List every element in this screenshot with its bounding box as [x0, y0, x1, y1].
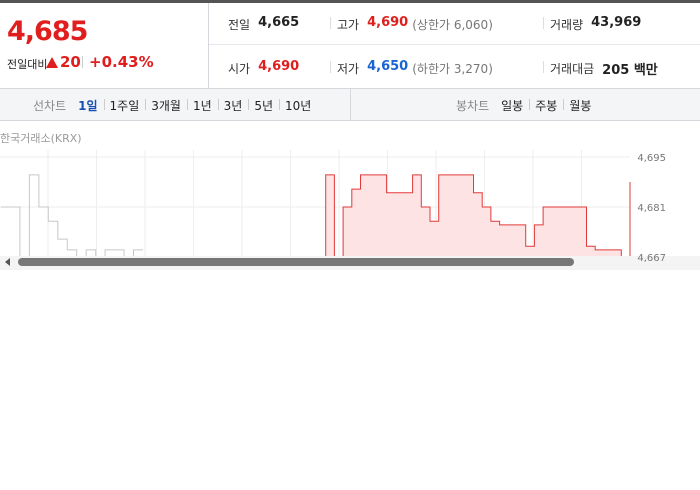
tab[interactable]: 3년	[223, 99, 243, 113]
divider	[208, 3, 209, 88]
stat-label: 거래대금	[550, 62, 595, 76]
stat-value: 4,690	[367, 15, 409, 30]
tab[interactable]: 5년	[254, 99, 274, 113]
divider	[563, 99, 565, 110]
tab-group-label: 선차트	[33, 99, 67, 113]
change-percent: +0.43%	[89, 53, 154, 71]
y-tick-label: 4,681	[637, 203, 666, 214]
divider	[248, 99, 250, 110]
area	[325, 174, 630, 256]
stat-label: 저가	[337, 62, 360, 76]
scroll-left[interactable]	[5, 258, 10, 266]
y-tick-label: 4,695	[637, 153, 666, 164]
tab-group-label: 봉차트	[456, 99, 490, 113]
stat-value: 205 백만	[602, 63, 658, 78]
chart: 4,695 4,681 4,667	[0, 150, 700, 270]
divider	[145, 99, 147, 110]
divider	[330, 61, 331, 73]
stat-value: 4,690	[258, 59, 300, 74]
stat-label: 시가	[228, 62, 251, 76]
tab[interactable]: 1년	[192, 99, 212, 113]
change-amount: 20	[60, 53, 81, 71]
scrollbar-thumb[interactable]	[18, 258, 574, 266]
stat-value: 4,665	[258, 15, 300, 30]
stat-extra: (하한가 3,270)	[412, 62, 493, 76]
tab[interactable]: 1주일	[109, 99, 140, 113]
divider	[350, 89, 351, 120]
stat-value: 43,969	[591, 15, 642, 30]
tab[interactable]: 1일	[78, 99, 98, 113]
divider	[279, 99, 281, 110]
chart-source: 한국거래소(KRX)	[0, 132, 82, 145]
divider	[217, 99, 219, 110]
divider	[543, 61, 544, 73]
price-line	[1, 174, 143, 256]
stat-extra: (상한가 6,060)	[412, 18, 493, 32]
divider	[186, 99, 188, 110]
top-border	[0, 0, 700, 3]
tab[interactable]: 일봉	[501, 99, 524, 113]
tab[interactable]: 10년	[285, 99, 312, 113]
stat-label: 전일	[228, 18, 251, 32]
divider	[209, 44, 700, 45]
divider	[103, 99, 105, 110]
divider	[529, 99, 531, 110]
price-line	[325, 174, 631, 256]
tab[interactable]: 주봉	[535, 99, 558, 113]
stat-value: 4,650	[367, 59, 409, 74]
up-icon	[46, 57, 58, 68]
stat-label: 고가	[337, 18, 360, 32]
y-tick-label: 4,667	[637, 253, 666, 264]
tab[interactable]: 월봉	[569, 99, 592, 113]
divider	[330, 17, 331, 29]
divider	[543, 17, 544, 29]
tab-bar: 선차트 1일 1주일 3개월 1년 3년 5년 10년 봉차트 일봉 주봉 월봉	[0, 88, 700, 121]
tab[interactable]: 3개월	[151, 99, 181, 113]
change-label: 전일대비	[7, 58, 48, 71]
stat-label: 거래량	[550, 18, 584, 32]
divider	[82, 56, 83, 68]
current-price: 4,685	[7, 16, 88, 47]
